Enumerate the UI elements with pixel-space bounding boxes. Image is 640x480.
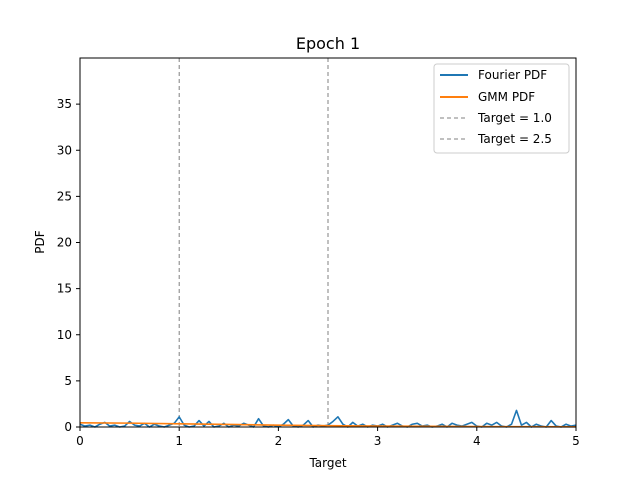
target-lines (178, 58, 329, 427)
x-tick-label: 2 (275, 434, 283, 448)
chart-title: Epoch 1 (296, 34, 360, 53)
x-tick-label: 3 (374, 434, 382, 448)
y-tick-label: 20 (57, 236, 72, 250)
y-tick-label: 5 (64, 374, 72, 388)
y-tick-label: 25 (57, 189, 72, 203)
y-axis-ticks: 0 5 10 15 20 25 30 35 (57, 97, 80, 434)
y-tick-label: 10 (57, 328, 72, 342)
x-tick-label: 5 (572, 434, 580, 448)
x-tick-label: 1 (175, 434, 183, 448)
y-tick-label: 30 (57, 143, 72, 157)
legend-label-target-2: Target = 2.5 (477, 132, 552, 146)
legend-box (433, 63, 570, 154)
legend: Fourier PDF GMM PDF Target = 1.0 Target … (433, 63, 570, 154)
legend-label-gmm: GMM PDF (478, 90, 535, 104)
y-axis-label: PDF (33, 230, 47, 253)
y-tick-label: 35 (57, 97, 72, 111)
x-tick-label: 4 (473, 434, 481, 448)
legend-label-target-1: Target = 1.0 (477, 111, 552, 125)
y-tick-label: 15 (57, 282, 72, 296)
x-axis-ticks: 0 1 2 3 4 5 (76, 427, 580, 448)
x-tick-label: 0 (76, 434, 84, 448)
legend-label-fourier: Fourier PDF (478, 68, 547, 82)
x-axis-label: Target (308, 456, 346, 470)
y-tick-label: 0 (64, 420, 72, 434)
